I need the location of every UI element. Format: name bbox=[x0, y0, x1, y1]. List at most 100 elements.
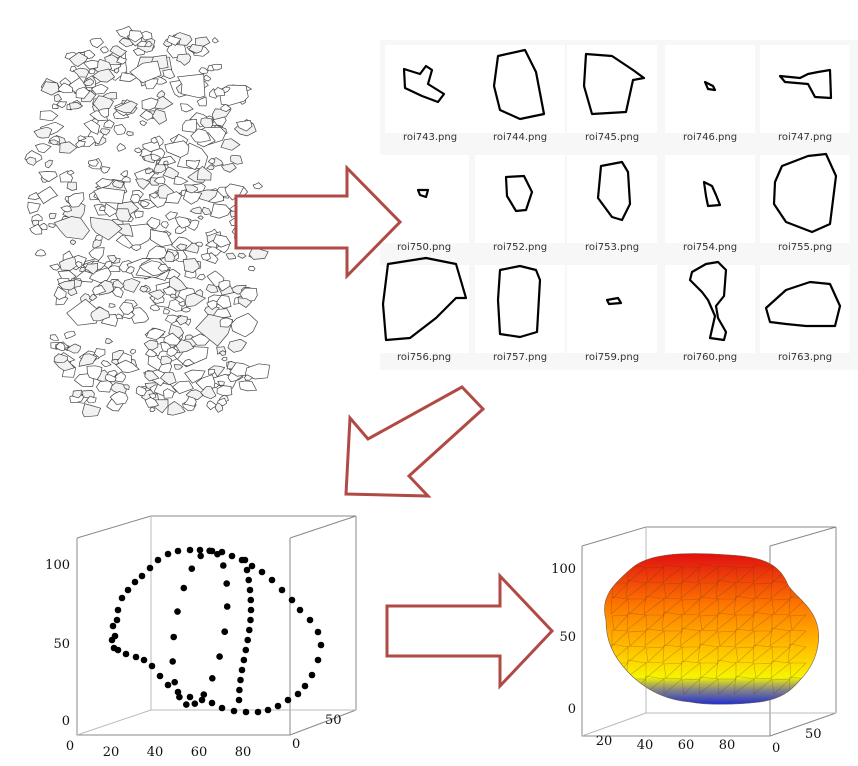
point-marker bbox=[154, 556, 162, 564]
point-marker bbox=[306, 616, 314, 624]
arrow-right-bottom bbox=[385, 572, 555, 690]
point-marker bbox=[148, 662, 156, 670]
rock-fragment bbox=[235, 119, 253, 132]
rock-fragment bbox=[144, 168, 154, 175]
y-tick-label: 100 bbox=[45, 558, 70, 573]
point-marker bbox=[208, 699, 216, 707]
arrow-right-top bbox=[234, 164, 403, 280]
point-marker bbox=[314, 656, 322, 664]
y-axis-ticks: 0 50 100 bbox=[45, 558, 70, 729]
rock-fragment bbox=[99, 205, 106, 211]
point-marker bbox=[108, 636, 116, 644]
rock-fragment bbox=[141, 97, 159, 111]
rock-fragment bbox=[72, 67, 90, 78]
rock-fragment bbox=[175, 243, 188, 251]
rock-fragment bbox=[165, 191, 183, 204]
rock-fragment bbox=[178, 300, 186, 307]
rock-fragment bbox=[180, 103, 194, 113]
mesh-edge bbox=[752, 564, 773, 583]
rock-fragment bbox=[164, 140, 190, 158]
rock-fragment bbox=[238, 380, 258, 392]
rock-fragment bbox=[167, 400, 186, 416]
rock-fragment bbox=[181, 358, 195, 367]
rock-fragment bbox=[184, 292, 207, 308]
rock-fragment bbox=[49, 334, 60, 341]
mesh-edge bbox=[663, 597, 683, 615]
point-marker bbox=[228, 552, 236, 560]
rock-fragment bbox=[92, 284, 107, 296]
rock-fragment bbox=[130, 194, 141, 204]
rock-fragment bbox=[92, 238, 102, 249]
point-marker bbox=[174, 608, 181, 615]
rock-fragment bbox=[176, 142, 209, 170]
point-marker bbox=[264, 706, 272, 714]
rock-fragment bbox=[190, 128, 211, 143]
rock-fragment bbox=[27, 201, 41, 214]
surface-plot: 0 50 100 20 40 60 80 0 50 bbox=[551, 526, 837, 756]
mesh-edge bbox=[717, 630, 737, 647]
mesh-edge bbox=[698, 596, 719, 615]
rock-fragment bbox=[69, 239, 77, 245]
rock-fragment bbox=[182, 190, 203, 205]
mesh-edge bbox=[699, 582, 719, 599]
rock-fragment bbox=[57, 82, 73, 94]
rock-fragment bbox=[197, 215, 204, 220]
rock-fragment bbox=[201, 206, 212, 215]
point-marker bbox=[118, 594, 126, 602]
rock-fragment bbox=[143, 339, 159, 351]
z-tick-label: 50 bbox=[325, 713, 342, 728]
mesh-edge bbox=[644, 628, 665, 647]
rock-fragment bbox=[150, 136, 158, 144]
mesh-edge bbox=[611, 662, 629, 679]
rock-fragment bbox=[175, 216, 191, 229]
mesh-edge bbox=[715, 659, 737, 679]
x-tick-label: 60 bbox=[191, 745, 208, 760]
mesh-edge bbox=[735, 614, 755, 631]
rock-fragment bbox=[216, 385, 233, 397]
rock-fragment bbox=[34, 143, 52, 154]
rock-fragment bbox=[225, 252, 237, 260]
roi-outline bbox=[702, 180, 722, 208]
roi-tile: roi760.png bbox=[665, 260, 755, 363]
rock-fragment bbox=[200, 386, 217, 400]
rock-fragment bbox=[87, 159, 99, 167]
mesh-edge bbox=[627, 598, 647, 615]
rock-fragment bbox=[215, 295, 232, 309]
rock-fragment bbox=[186, 159, 201, 171]
point-marker bbox=[146, 564, 154, 572]
rock-fragment bbox=[115, 208, 131, 222]
rock-fragment bbox=[115, 359, 140, 374]
mesh-edge bbox=[752, 644, 773, 663]
rock-fragment bbox=[116, 55, 127, 65]
rock-fragment bbox=[218, 279, 231, 292]
mesh-edge bbox=[735, 581, 755, 599]
mesh-edge bbox=[734, 628, 755, 647]
rock-fragment bbox=[230, 312, 259, 338]
rock-fragment bbox=[151, 108, 168, 125]
roi-tile: roi763.png bbox=[760, 265, 850, 363]
rock-fragment bbox=[207, 365, 226, 378]
rock-fragment bbox=[173, 364, 184, 370]
point-marker bbox=[132, 653, 140, 661]
x-tick-label: 80 bbox=[719, 738, 736, 753]
roi-outline bbox=[778, 68, 833, 100]
rock-fragment bbox=[160, 221, 169, 229]
rock-fragment bbox=[157, 264, 169, 272]
rock-fragment bbox=[144, 348, 158, 358]
rock-fragment bbox=[40, 81, 60, 96]
rock-fragment bbox=[221, 356, 228, 362]
mesh-edge bbox=[771, 613, 791, 631]
point-marker bbox=[131, 578, 139, 586]
mesh-edge bbox=[697, 563, 719, 583]
mesh-edge bbox=[717, 565, 737, 583]
rock-fragment bbox=[56, 101, 68, 109]
point-marker bbox=[221, 628, 228, 635]
mesh-edge bbox=[627, 630, 647, 647]
rock-fragment bbox=[25, 156, 37, 166]
rock-fragment bbox=[103, 119, 115, 129]
rock-fragment bbox=[114, 67, 120, 74]
point-marker bbox=[220, 562, 227, 569]
rock-fragment bbox=[57, 280, 75, 291]
rock-fragment bbox=[104, 202, 118, 218]
rock-fragment bbox=[112, 371, 126, 383]
